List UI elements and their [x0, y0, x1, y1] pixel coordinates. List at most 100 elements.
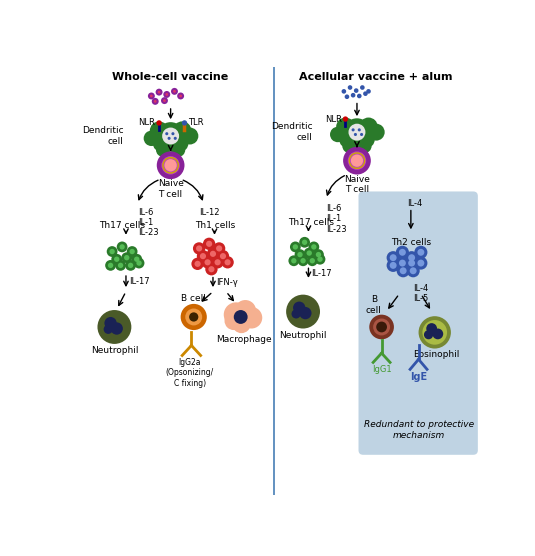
Circle shape	[432, 329, 443, 339]
Text: NLR: NLR	[325, 115, 341, 123]
Circle shape	[163, 91, 170, 98]
Text: TLR: TLR	[188, 118, 204, 127]
Circle shape	[156, 143, 170, 157]
Circle shape	[171, 143, 185, 157]
Text: IL-4
IL-5: IL-4 IL-5	[413, 284, 429, 303]
Circle shape	[405, 256, 418, 270]
Circle shape	[304, 247, 315, 259]
Circle shape	[343, 116, 348, 122]
Circle shape	[351, 128, 355, 131]
Circle shape	[396, 264, 410, 277]
Circle shape	[213, 242, 225, 255]
Circle shape	[167, 137, 171, 140]
Text: IL-12: IL-12	[199, 207, 219, 217]
Circle shape	[164, 159, 177, 171]
Circle shape	[410, 267, 417, 274]
Circle shape	[205, 263, 218, 275]
Circle shape	[119, 244, 125, 250]
Circle shape	[389, 262, 396, 269]
Circle shape	[225, 311, 243, 330]
Circle shape	[408, 254, 415, 261]
Circle shape	[286, 295, 320, 329]
Circle shape	[148, 92, 155, 100]
Circle shape	[400, 267, 407, 274]
Circle shape	[387, 259, 400, 272]
Circle shape	[336, 117, 355, 136]
Circle shape	[345, 95, 349, 99]
Circle shape	[181, 127, 198, 145]
Circle shape	[203, 237, 215, 250]
Circle shape	[128, 262, 133, 268]
Circle shape	[360, 132, 374, 147]
Circle shape	[234, 310, 248, 324]
Circle shape	[208, 266, 215, 272]
Circle shape	[174, 137, 177, 140]
Text: Macrophage: Macrophage	[216, 335, 272, 344]
Text: Dendritic
cell: Dendritic cell	[82, 126, 124, 146]
Circle shape	[224, 302, 248, 327]
Circle shape	[121, 252, 132, 263]
Circle shape	[150, 95, 153, 97]
Circle shape	[343, 147, 371, 175]
Circle shape	[315, 254, 325, 265]
Circle shape	[201, 256, 214, 269]
Circle shape	[339, 132, 355, 147]
Circle shape	[173, 90, 176, 93]
Circle shape	[152, 98, 159, 105]
Text: Th17 cells: Th17 cells	[288, 218, 334, 227]
Circle shape	[369, 315, 394, 339]
Circle shape	[310, 258, 315, 264]
Circle shape	[417, 260, 424, 266]
Circle shape	[311, 244, 317, 250]
Circle shape	[376, 321, 387, 332]
Circle shape	[405, 251, 418, 264]
Circle shape	[366, 89, 371, 93]
Circle shape	[156, 88, 163, 96]
Text: Dendritic
cell: Dendritic cell	[271, 122, 312, 142]
Circle shape	[343, 118, 371, 146]
Circle shape	[150, 121, 169, 140]
Circle shape	[307, 255, 318, 266]
Circle shape	[216, 245, 222, 251]
Circle shape	[185, 309, 202, 325]
Text: Naive
T cell: Naive T cell	[158, 179, 184, 198]
Circle shape	[162, 127, 179, 145]
Circle shape	[241, 307, 262, 329]
Circle shape	[220, 253, 226, 259]
Circle shape	[210, 251, 216, 257]
Circle shape	[173, 136, 188, 151]
Circle shape	[181, 304, 207, 330]
Circle shape	[351, 93, 355, 97]
Circle shape	[399, 249, 406, 256]
Text: IL-17: IL-17	[129, 277, 150, 286]
Text: IL-17: IL-17	[311, 269, 332, 277]
Circle shape	[360, 85, 365, 90]
Circle shape	[104, 325, 113, 334]
Text: B
cell: B cell	[366, 295, 382, 315]
Circle shape	[225, 259, 231, 265]
Circle shape	[124, 255, 129, 260]
Text: Whole-cell vaccine: Whole-cell vaccine	[112, 72, 229, 82]
Circle shape	[288, 255, 299, 266]
Circle shape	[396, 246, 409, 259]
Circle shape	[407, 264, 420, 277]
Circle shape	[290, 241, 301, 252]
Circle shape	[173, 121, 192, 140]
Circle shape	[293, 244, 298, 250]
Circle shape	[341, 89, 346, 93]
Circle shape	[309, 241, 319, 252]
Circle shape	[414, 246, 427, 259]
Circle shape	[193, 242, 205, 255]
Circle shape	[157, 151, 185, 179]
Circle shape	[105, 260, 116, 271]
Circle shape	[387, 251, 400, 264]
Circle shape	[399, 260, 406, 266]
Circle shape	[114, 256, 119, 262]
Text: B cell: B cell	[181, 294, 206, 303]
Circle shape	[108, 262, 113, 268]
Circle shape	[117, 241, 127, 252]
Circle shape	[171, 132, 174, 135]
Circle shape	[389, 254, 396, 261]
Circle shape	[373, 319, 390, 335]
Circle shape	[171, 88, 178, 95]
